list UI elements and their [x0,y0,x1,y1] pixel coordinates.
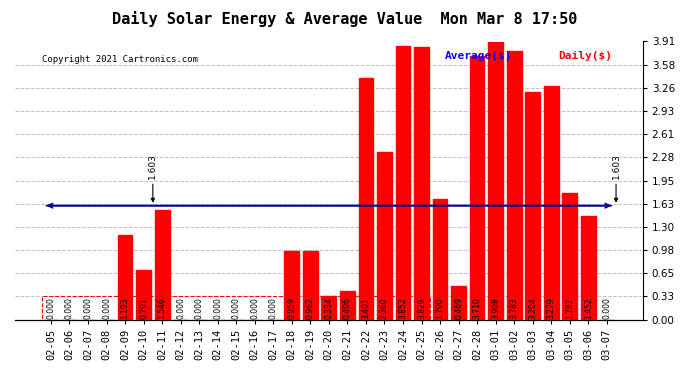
Bar [395,46,411,320]
Bar [489,42,503,320]
Text: 0.962: 0.962 [306,298,315,320]
Bar [322,296,336,320]
Text: 0.469: 0.469 [454,297,463,320]
Bar [136,270,151,320]
Text: 1.452: 1.452 [584,298,593,320]
Text: 2.360: 2.360 [380,298,389,320]
Bar [284,252,299,320]
Bar [414,47,429,320]
Bar [470,56,484,320]
Text: 1.700: 1.700 [435,298,444,320]
Bar [562,193,577,320]
Text: 0.000: 0.000 [195,297,204,320]
Text: Daily Solar Energy & Average Value  Mon Mar 8 17:50: Daily Solar Energy & Average Value Mon M… [112,11,578,27]
Text: 0.000: 0.000 [602,297,611,320]
Text: 0.000: 0.000 [250,297,259,320]
Bar [581,216,595,320]
Text: 0.959: 0.959 [287,297,296,320]
Bar [155,210,170,320]
Bar [41,296,430,320]
Text: Average($): Average($) [445,51,513,61]
Text: Daily($): Daily($) [558,51,612,61]
Text: 0.000: 0.000 [176,297,185,320]
Text: 3.783: 3.783 [510,298,519,320]
Bar [303,251,317,320]
Bar [117,235,132,320]
Bar [340,291,355,320]
Text: 0.000: 0.000 [213,297,222,320]
Bar [525,92,540,320]
Text: 3.279: 3.279 [546,298,555,320]
Text: 0.000: 0.000 [232,297,241,320]
Text: 1.603: 1.603 [148,153,157,202]
Text: 0.000: 0.000 [65,297,74,320]
Bar [451,286,466,320]
Text: 1.546: 1.546 [157,298,166,320]
Text: 3.829: 3.829 [417,298,426,320]
Text: 3.401: 3.401 [362,298,371,320]
Text: 3.852: 3.852 [398,298,408,320]
Text: 0.000: 0.000 [46,297,55,320]
Bar [377,152,392,320]
Text: 0.334: 0.334 [324,297,333,320]
Text: 0.000: 0.000 [83,297,92,320]
Bar [544,86,559,320]
Text: 3.204: 3.204 [528,298,538,320]
Text: 0.406: 0.406 [343,297,352,320]
Text: Copyright 2021 Cartronics.com: Copyright 2021 Cartronics.com [41,56,197,64]
Text: 1.782: 1.782 [565,298,574,320]
Text: 1.193: 1.193 [121,298,130,320]
Bar [433,199,447,320]
Text: 3.908: 3.908 [491,298,500,320]
Text: 1.603: 1.603 [611,153,620,202]
Text: 0.000: 0.000 [269,297,278,320]
Text: 3.710: 3.710 [473,298,482,320]
Text: 0.000: 0.000 [102,297,111,320]
Text: 0.701: 0.701 [139,298,148,320]
Bar [506,51,522,320]
Bar [359,78,373,320]
